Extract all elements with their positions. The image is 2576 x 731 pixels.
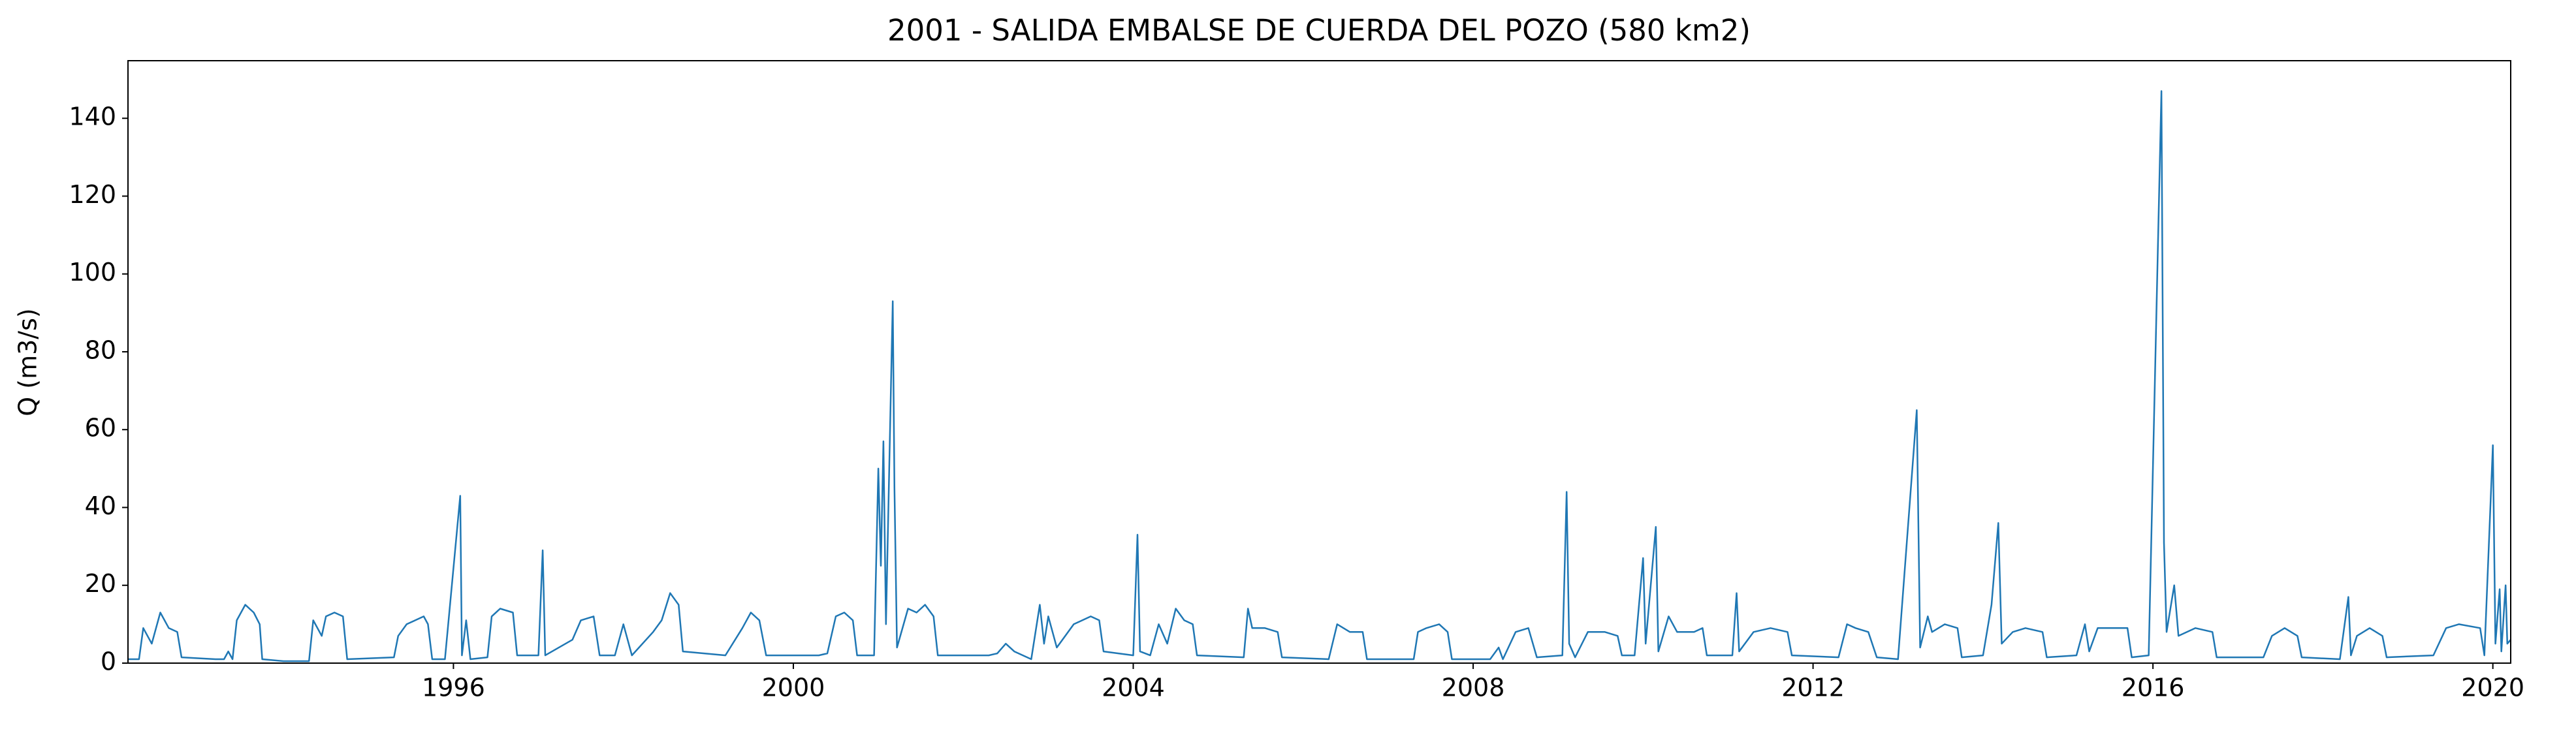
plot-frame (127, 60, 2511, 664)
y-axis-label: Q (m3/s) (14, 308, 42, 416)
y-tick-label: 100 (69, 258, 116, 287)
x-tick-label: 2004 (1102, 674, 1165, 702)
y-tick-label: 40 (85, 491, 116, 520)
x-tick-label: 2012 (1781, 674, 1845, 702)
y-tick-label: 60 (85, 414, 116, 443)
chart-title: 2001 - SALIDA EMBALSE DE CUERDA DEL POZO… (887, 13, 1751, 48)
x-tick-label: 2000 (762, 674, 825, 702)
x-tick-label: 2016 (2122, 674, 2185, 702)
x-tick-label: 2008 (1442, 674, 1505, 702)
y-tick-label: 140 (69, 102, 116, 131)
y-tick-label: 80 (85, 335, 116, 364)
y-tick-label: 20 (85, 569, 116, 598)
y-tick-label: 120 (69, 180, 116, 209)
x-tick-label: 2020 (2461, 674, 2524, 702)
data-line (128, 90, 2511, 662)
y-tick-label: 0 (101, 647, 116, 676)
x-tick-label: 1996 (422, 674, 485, 702)
